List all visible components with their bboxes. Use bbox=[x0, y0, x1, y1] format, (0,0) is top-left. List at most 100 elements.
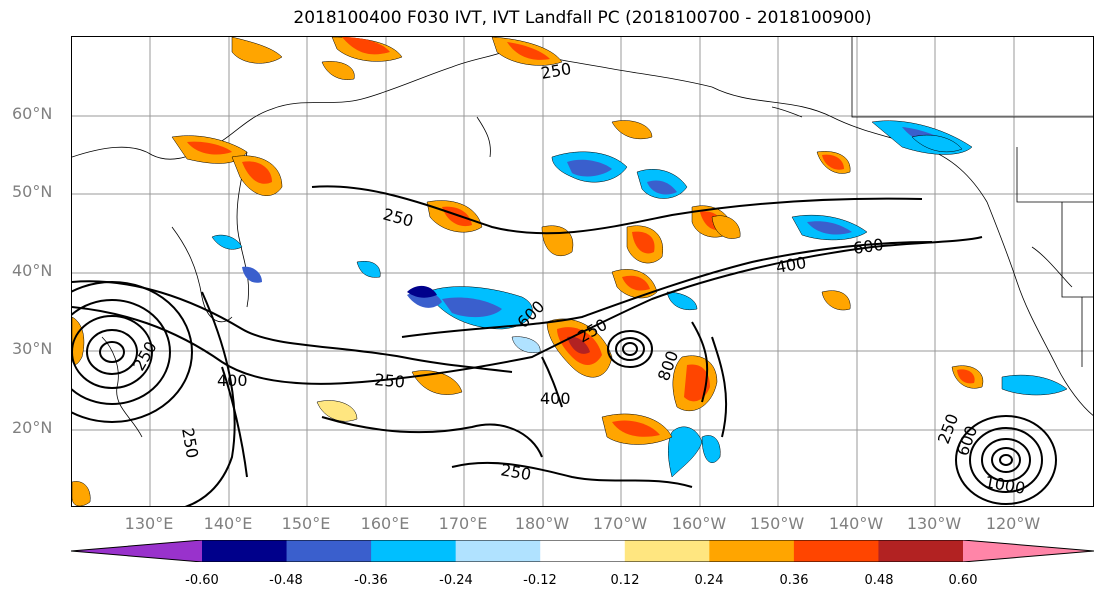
positive-patch bbox=[612, 420, 660, 437]
negative-patch bbox=[807, 221, 852, 235]
lon-label-150e: 150°E bbox=[281, 514, 331, 533]
positive-patch bbox=[507, 42, 550, 60]
east-pacific-ring bbox=[991, 447, 1021, 473]
colorbar-segment bbox=[371, 540, 457, 562]
lat-label-30n: 30°N bbox=[12, 339, 53, 358]
negative-patch bbox=[211, 234, 243, 250]
colorbar-tick-label: -0.24 bbox=[439, 573, 473, 588]
lon-label-160w: 160°W bbox=[671, 514, 727, 533]
colorbar-segment bbox=[540, 540, 626, 562]
pc-shading-positive bbox=[72, 37, 984, 506]
negative-patch bbox=[442, 297, 502, 318]
colorbar-tick-label: 0.24 bbox=[694, 573, 724, 588]
ivt-contours bbox=[72, 185, 983, 506]
lon-label-180w: 180°W bbox=[514, 514, 570, 533]
ivt-contour-400 bbox=[221, 366, 248, 478]
positive-patch bbox=[622, 275, 650, 291]
negative-patch bbox=[701, 435, 721, 463]
positive-patch bbox=[821, 290, 851, 311]
map-panel: 250 250 250 250 250 250 400 400 400 600 … bbox=[71, 36, 1094, 507]
map-canvas: 250 250 250 250 250 250 400 400 400 600 … bbox=[72, 37, 1093, 506]
contour-label: 250 bbox=[499, 460, 532, 484]
positive-patch bbox=[411, 370, 463, 395]
colorbar-tick-label: -0.60 bbox=[185, 573, 219, 588]
contour-label: 250 bbox=[374, 370, 406, 392]
negative-patch bbox=[911, 134, 963, 153]
graticule bbox=[72, 37, 1093, 506]
positive-patch bbox=[822, 154, 844, 170]
colorbar bbox=[71, 540, 1094, 562]
lat-label-20n: 20°N bbox=[12, 418, 53, 437]
lat-label-60n: 60°N bbox=[12, 104, 53, 123]
typhoon-contour-ring bbox=[72, 281, 193, 423]
lon-label-120w: 120°W bbox=[985, 514, 1041, 533]
ivt-contour-600 bbox=[401, 241, 933, 338]
positive-patch bbox=[342, 37, 390, 55]
ivt-contour-250 bbox=[72, 280, 513, 373]
positive-patch bbox=[316, 400, 358, 422]
east-pacific-ring bbox=[981, 438, 1031, 482]
negative-patch bbox=[567, 159, 612, 177]
contour-label: 400 bbox=[217, 371, 248, 390]
colorbar-tick-label: -0.12 bbox=[523, 573, 557, 588]
lon-label-160e: 160°E bbox=[360, 514, 410, 533]
negative-patch bbox=[647, 180, 677, 195]
contour-label: 250 bbox=[539, 59, 572, 83]
positive-patch bbox=[231, 37, 283, 64]
negative-patch bbox=[511, 336, 541, 353]
hurricane-ring bbox=[607, 330, 653, 368]
colorbar-extend-high bbox=[963, 540, 1094, 562]
colorbar-segment bbox=[709, 540, 795, 562]
lon-label-150w: 150°W bbox=[749, 514, 805, 533]
positive-patch bbox=[711, 215, 741, 239]
positive-patch bbox=[242, 161, 272, 184]
negative-patch bbox=[356, 261, 381, 278]
lon-label-130e: 130°E bbox=[124, 514, 174, 533]
positive-patch bbox=[187, 141, 232, 155]
contour-label: 250 bbox=[129, 338, 161, 374]
hurricane-ring bbox=[615, 337, 645, 361]
colorbar-tick-label: 0.48 bbox=[864, 573, 894, 588]
negative-patch bbox=[407, 285, 437, 298]
pc-shading-negative bbox=[211, 120, 1068, 478]
colorbar-tick-label: 0.60 bbox=[948, 573, 978, 588]
typhoon-contour-ring bbox=[72, 315, 153, 389]
colorbar-segment bbox=[793, 540, 879, 562]
negative-patch bbox=[242, 266, 262, 283]
colorbar-tick-label: -0.48 bbox=[269, 573, 303, 588]
colorbar-segment bbox=[455, 540, 541, 562]
east-pacific-ring bbox=[999, 454, 1013, 466]
ivt-contour-250 bbox=[184, 291, 236, 506]
contour-label: 400 bbox=[540, 389, 571, 408]
typhoon-contour-ring bbox=[99, 341, 125, 363]
positive-patch bbox=[541, 225, 574, 257]
colorbar-segment bbox=[624, 540, 710, 562]
east-pacific-ring bbox=[969, 427, 1043, 493]
colorbar-tick-label: 0.12 bbox=[610, 573, 640, 588]
colorbar-tick-label: 0.36 bbox=[779, 573, 809, 588]
lat-label-50n: 50°N bbox=[12, 182, 53, 201]
colorbar-segment bbox=[202, 540, 288, 562]
colorbar-tick-label: -0.36 bbox=[354, 573, 388, 588]
ivt-contour-800 bbox=[691, 321, 709, 403]
lon-label-170w: 170°W bbox=[592, 514, 648, 533]
negative-patch bbox=[1001, 374, 1068, 396]
ivt-contour-250 bbox=[321, 416, 543, 458]
positive-patch bbox=[321, 61, 355, 80]
colorbar-extend-low bbox=[71, 540, 202, 562]
negative-patch bbox=[666, 291, 698, 310]
coastlines bbox=[72, 37, 1093, 438]
lon-label-130w: 130°W bbox=[906, 514, 962, 533]
map-title: 2018100400 F030 IVT, IVT Landfall PC (20… bbox=[293, 8, 872, 28]
east-pacific-ring bbox=[955, 415, 1057, 505]
ivt-contour-400 bbox=[72, 236, 983, 385]
positive-patch bbox=[632, 231, 655, 254]
ivt-rings bbox=[72, 281, 1057, 505]
typhoon-contour-ring bbox=[86, 329, 138, 375]
ivt-contour-250 bbox=[311, 185, 923, 235]
positive-patch bbox=[72, 481, 91, 506]
ivt-contour-400 bbox=[541, 356, 563, 408]
ivt-contour-600 bbox=[711, 336, 728, 438]
positive-patch bbox=[567, 336, 590, 354]
hurricane-ring bbox=[622, 342, 638, 356]
